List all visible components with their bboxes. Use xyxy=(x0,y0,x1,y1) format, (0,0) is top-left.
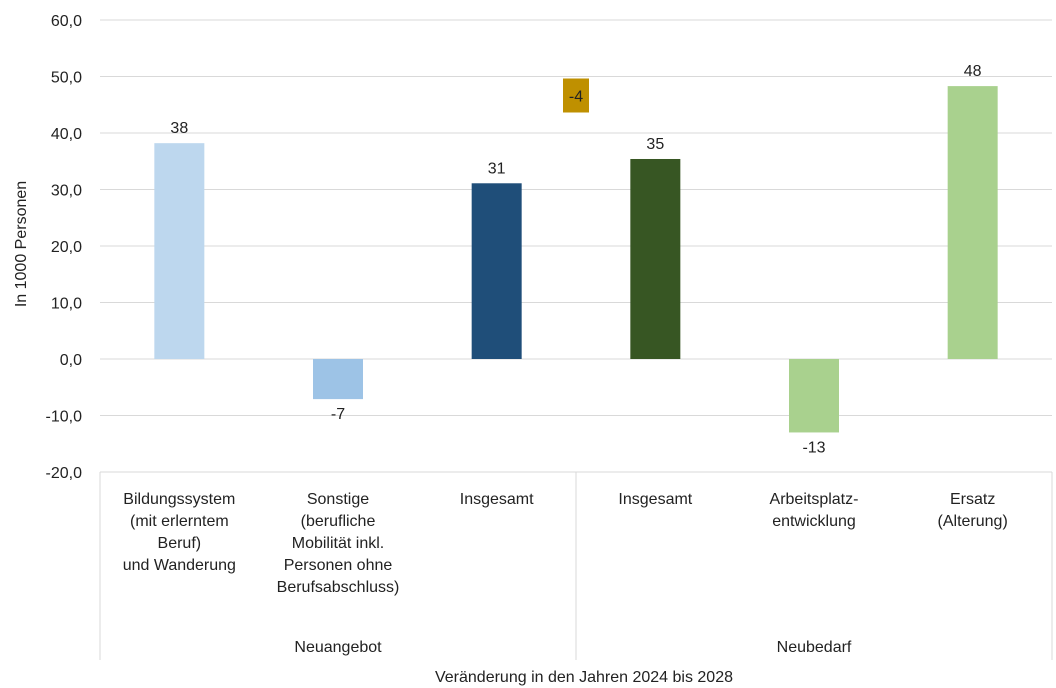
data-label: 48 xyxy=(964,63,982,80)
y-tick-label: 60,0 xyxy=(51,13,82,30)
y-tick-label: -10,0 xyxy=(46,409,83,426)
category-labels: Bildungssystem (mit erlerntem Beruf) und Wa… xyxy=(123,491,1008,596)
category-label: Insgesamt xyxy=(618,491,692,508)
category-label: Bildungssystem (mit erlerntem Beruf) und Wa… xyxy=(123,491,236,574)
bar xyxy=(471,183,522,359)
y-tick-label: 30,0 xyxy=(51,183,82,200)
bar xyxy=(789,359,839,433)
group-label: Neubedarf xyxy=(777,639,852,656)
balance-marker: -4 xyxy=(563,78,589,113)
y-tick-label: 50,0 xyxy=(51,70,82,87)
y-tick-label: 20,0 xyxy=(51,239,82,256)
data-label: -13 xyxy=(802,439,825,456)
balance-box xyxy=(563,78,589,113)
y-tick-label: 0,0 xyxy=(60,352,82,369)
category-label: Sonstige (berufliche Mobilität inkl. Person… xyxy=(277,491,400,596)
data-label: 35 xyxy=(646,136,664,153)
bar xyxy=(947,86,998,359)
y-tick-label: 10,0 xyxy=(51,296,82,313)
balance-label: -4 xyxy=(569,89,583,106)
data-labels: 38 -7 31 35 -13 48 xyxy=(170,63,981,456)
y-axis-title: In 1000 Personen xyxy=(13,181,30,307)
category-label: Insgesamt xyxy=(460,491,534,508)
y-axis-ticks: 60,0 50,0 40,0 30,0 20,0 10,0 0,0 -10,0 -20,0 xyxy=(46,13,83,482)
bars xyxy=(154,86,998,433)
bar xyxy=(154,143,205,359)
bar xyxy=(630,158,681,359)
bar xyxy=(313,359,363,400)
category-label: Arbeitsplatz-entwicklung xyxy=(770,491,859,530)
category-label: Ersatz (Alterung) xyxy=(938,491,1008,530)
data-label: -7 xyxy=(331,406,345,423)
y-tick-label: -20,0 xyxy=(46,465,83,482)
category-dividers xyxy=(99,472,1053,660)
data-label: 38 xyxy=(170,120,188,137)
group-labels: Neuangebot Neubedarf xyxy=(294,639,852,656)
x-axis-title: Veränderung in den Jahren 2024 bis 2028 xyxy=(435,669,733,686)
data-label: 31 xyxy=(488,160,506,177)
y-tick-label: 40,0 xyxy=(51,126,82,143)
group-label: Neuangebot xyxy=(294,639,382,656)
